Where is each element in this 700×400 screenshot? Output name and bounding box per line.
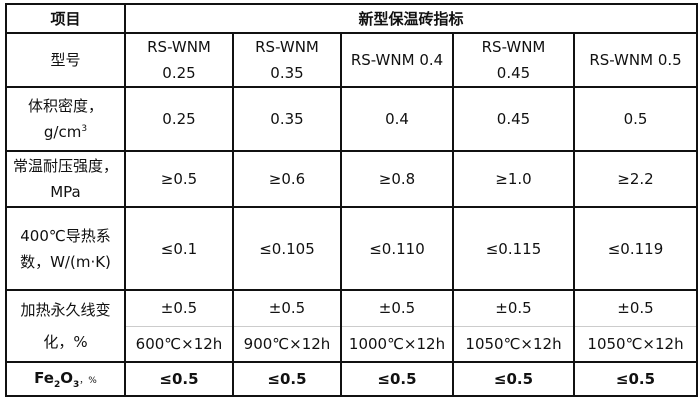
cell: ≤0.5	[573, 361, 698, 397]
cell: ±0.5	[340, 289, 454, 327]
cell: 1000℃×12h	[340, 325, 454, 363]
cell: ≤0.5	[340, 361, 454, 397]
cell: ≥1.0	[452, 150, 575, 208]
cell: ≤0.5	[124, 361, 234, 397]
cell: ±0.5	[452, 289, 575, 327]
cell: ±0.5	[573, 289, 698, 327]
cell: RS-WNM 0.35	[232, 32, 342, 88]
cell: 0.25	[124, 86, 234, 152]
cell: ≤0.115	[452, 206, 575, 291]
table-row-linear-change-conditions: 600℃×12h 900℃×12h 1000℃×12h 1050℃×12h 10…	[6, 325, 698, 363]
cell: ≥0.5	[124, 150, 234, 208]
table-row-density: 体积密度，g/cm3 0.25 0.35 0.4 0.45 0.5	[5, 86, 698, 152]
cell: 0.4	[340, 86, 454, 152]
header-row: 项目 新型保温砖指标	[5, 3, 698, 34]
table-row-linear-change: 加热永久线变化，% ±0.5 ±0.5 ±0.5 ±0.5 ±0.5	[5, 289, 698, 363]
spec-table: 项目 新型保温砖指标 型号 RS-WNM 0.25 RS-WNM 0.35 RS…	[5, 3, 698, 397]
table-row-strength: 常温耐压强度，MPa ≥0.5 ≥0.6 ≥0.8 ≥1.0 ≥2.2	[5, 150, 698, 208]
cell: ≤0.1	[124, 206, 234, 291]
row-label: 型号	[5, 32, 126, 88]
row-label: 加热永久线变化，%	[5, 289, 126, 363]
row-label: Fe2O3，%	[5, 361, 126, 397]
row-label: 400℃导热系数，W/(m·K)	[5, 206, 126, 291]
cell: ≥2.2	[573, 150, 698, 208]
row-label: 体积密度，g/cm3	[5, 86, 126, 152]
cell: ≤0.105	[232, 206, 342, 291]
cell: RS-WNM 0.45	[452, 32, 575, 88]
cell: ≤0.110	[340, 206, 454, 291]
cell: ≥0.6	[232, 150, 342, 208]
cell: RS-WNM 0.4	[340, 32, 454, 88]
cell: 0.35	[232, 86, 342, 152]
cell: ≥0.8	[340, 150, 454, 208]
cell: 900℃×12h	[232, 325, 342, 363]
table-row-model: 型号 RS-WNM 0.25 RS-WNM 0.35 RS-WNM 0.4 RS…	[5, 32, 698, 88]
row-label: 常温耐压强度，MPa	[5, 150, 126, 208]
cell: RS-WNM 0.5	[573, 32, 698, 88]
cell: ≤0.5	[232, 361, 342, 397]
cell: ±0.5	[124, 289, 234, 327]
cell: RS-WNM 0.25	[124, 32, 234, 88]
cell: 600℃×12h	[124, 325, 234, 363]
table-row-fe2o3: Fe2O3，% ≤0.5 ≤0.5 ≤0.5 ≤0.5 ≤0.5	[5, 361, 698, 397]
header-item: 项目	[5, 3, 126, 34]
cell: ±0.5	[232, 289, 342, 327]
cell: ≤0.119	[573, 206, 698, 291]
table-row-conductivity: 400℃导热系数，W/(m·K) ≤0.1 ≤0.105 ≤0.110 ≤0.1…	[5, 206, 698, 291]
header-group: 新型保温砖指标	[124, 3, 698, 34]
cell: 1050℃×12h	[452, 325, 575, 363]
cell: 0.5	[573, 86, 698, 152]
cell: 1050℃×12h	[573, 325, 698, 363]
cell: 0.45	[452, 86, 575, 152]
cell: ≤0.5	[452, 361, 575, 397]
